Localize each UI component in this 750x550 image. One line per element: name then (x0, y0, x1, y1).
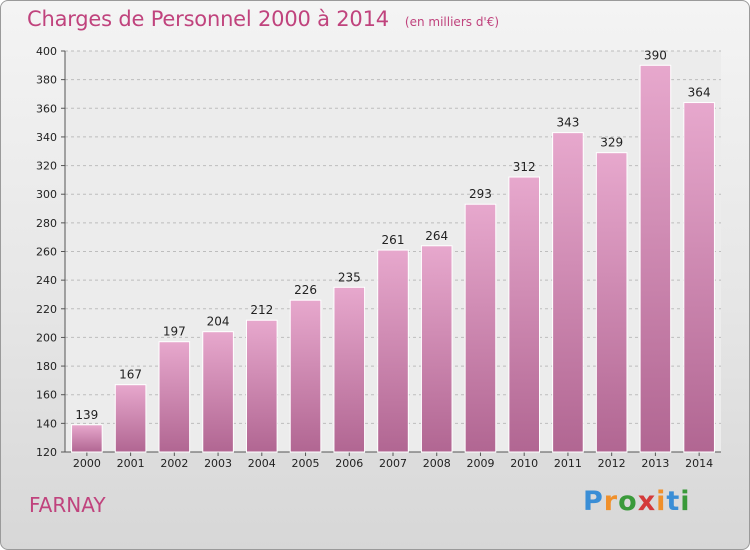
y-tick-label: 200 (36, 331, 57, 344)
y-tick-label: 120 (36, 446, 57, 459)
bar (639, 64, 672, 453)
logo-letter: i (656, 486, 667, 517)
x-tick-label: 2000 (73, 457, 101, 470)
logo-letter: x (637, 486, 657, 517)
title-row: Charges de Personnel 2000 à 2014 (en mill… (27, 7, 499, 31)
value-label: 235 (338, 270, 361, 284)
value-label: 226 (294, 283, 317, 297)
x-tick-label: 2013 (641, 457, 669, 470)
value-label: 312 (513, 160, 536, 174)
y-tick-label: 260 (36, 246, 57, 259)
y-tick-label: 180 (36, 360, 57, 373)
y-tick-label: 380 (36, 74, 57, 87)
bar (595, 152, 628, 453)
bar (289, 299, 322, 453)
logo-letter: P (583, 486, 604, 517)
logo-letter: o (618, 486, 638, 517)
bar (114, 384, 147, 453)
y-tick-label: 400 (36, 45, 57, 58)
x-tick-label: 2007 (379, 457, 407, 470)
value-label: 293 (469, 187, 492, 201)
logo-letter: r (603, 486, 619, 517)
value-label: 343 (556, 116, 579, 130)
bars (71, 64, 715, 453)
proxiti-logo: Proxiti (583, 486, 691, 517)
bar (508, 176, 541, 453)
commune-name: FARNAY (29, 493, 106, 517)
bar (333, 286, 366, 453)
value-label: 212 (250, 303, 273, 317)
bar (464, 203, 497, 453)
bar (158, 341, 191, 453)
y-tick-label: 340 (36, 131, 57, 144)
x-tick-label: 2001 (117, 457, 145, 470)
x-tick-label: 2011 (554, 457, 582, 470)
y-tick-label: 320 (36, 160, 57, 173)
value-label: 264 (425, 229, 448, 243)
value-label: 167 (119, 368, 142, 382)
x-tick-label: 2009 (466, 457, 494, 470)
value-label: 390 (644, 48, 667, 62)
y-tick-label: 280 (36, 217, 57, 230)
logo-letter: i (680, 486, 691, 517)
x-tick-label: 2010 (510, 457, 538, 470)
chart-subtitle: (en milliers d'€) (404, 15, 500, 29)
value-label: 139 (75, 408, 98, 422)
value-label: 364 (688, 86, 711, 100)
bar (71, 424, 103, 453)
value-label: 204 (207, 315, 230, 329)
x-tick-label: 2003 (204, 457, 232, 470)
bar (245, 319, 278, 453)
labels: 120 140 160 180 200 220 240 260 280 300 320 340 360 3… (36, 45, 713, 470)
bar (377, 249, 409, 453)
x-tick-label: 2005 (292, 457, 320, 470)
x-tick-label: 2002 (160, 457, 188, 470)
bar (202, 331, 234, 453)
y-tick-label: 300 (36, 188, 57, 201)
x-tick-label: 2006 (335, 457, 363, 470)
y-tick-label: 240 (36, 274, 57, 287)
x-tick-label: 2008 (423, 457, 451, 470)
value-label: 197 (163, 325, 186, 339)
x-tick-label: 2012 (598, 457, 626, 470)
y-tick-label: 160 (36, 389, 57, 402)
chart-title: Charges de Personnel 2000 à 2014 (27, 7, 389, 31)
bar (683, 102, 715, 453)
logo-letter: t (666, 486, 681, 517)
bar (552, 132, 584, 453)
x-tick-label: 2014 (685, 457, 713, 470)
y-tick-label: 220 (36, 303, 57, 316)
bar (420, 245, 453, 453)
value-label: 261 (382, 233, 405, 247)
x-tick-label: 2004 (248, 457, 276, 470)
y-tick-label: 140 (36, 417, 57, 430)
y-tick-label: 360 (36, 102, 57, 115)
value-label: 329 (600, 136, 623, 150)
